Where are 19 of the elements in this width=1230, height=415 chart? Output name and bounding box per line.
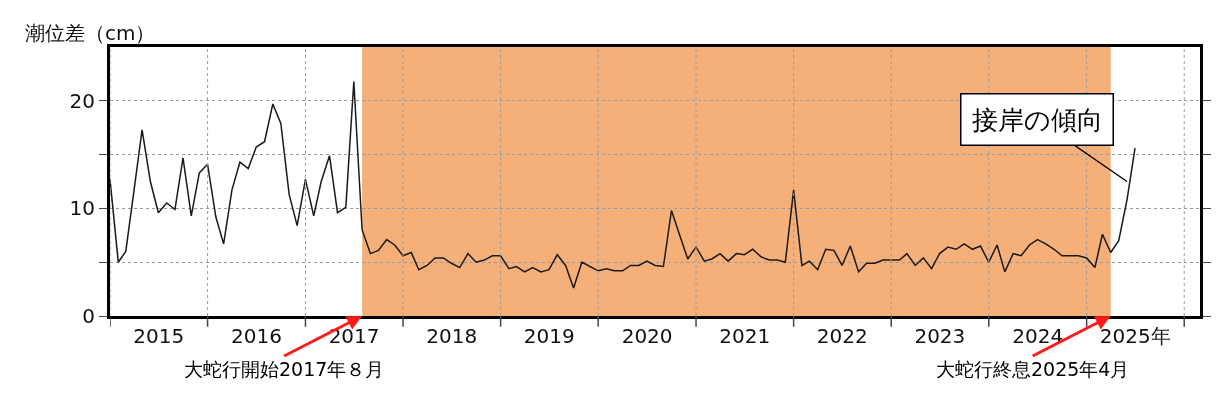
annotation: 大蛇行終息2025年4月 bbox=[936, 358, 1130, 380]
x-tick-label: 2020 bbox=[621, 324, 673, 348]
x-tick-label: 2016 bbox=[231, 324, 282, 348]
x-tick-label: 2018 bbox=[426, 324, 478, 348]
annotation: 大蛇行開始2017年８月 bbox=[184, 358, 385, 380]
x-tick-label: 2023 bbox=[914, 324, 966, 348]
x-tick-label: 2021 bbox=[719, 324, 771, 348]
y-axis-title: 潮位差（cm） bbox=[25, 21, 156, 45]
x-tick-label: 2025年 bbox=[1099, 324, 1171, 348]
x-tick-label: 2015 bbox=[133, 324, 185, 348]
y-tick-label: 10 bbox=[69, 196, 95, 221]
y-tick-label: 0 bbox=[82, 304, 95, 328]
line-series bbox=[110, 80, 1136, 289]
y-tick-label: 20 bbox=[69, 88, 95, 113]
x-tick-label: 2024 bbox=[1012, 324, 1064, 348]
x-tick-label: 2019 bbox=[523, 324, 575, 348]
x-tick-label: 2022 bbox=[816, 324, 868, 348]
annotation: 接岸の傾向 bbox=[971, 104, 1103, 135]
x-tick-label: 2017 bbox=[328, 324, 380, 348]
